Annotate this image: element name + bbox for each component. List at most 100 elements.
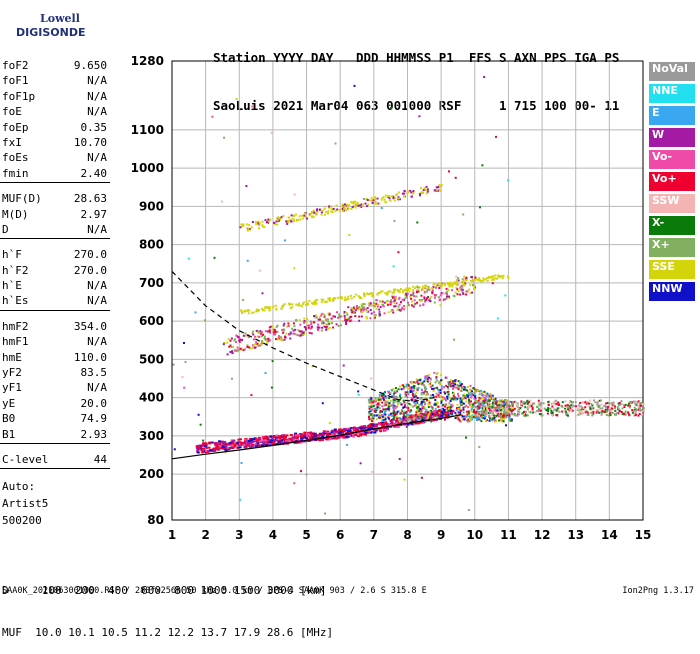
echo-point bbox=[278, 436, 282, 439]
echo-point bbox=[415, 378, 418, 381]
echo-point bbox=[500, 403, 503, 406]
echo-point bbox=[525, 414, 528, 417]
echo-point bbox=[335, 323, 338, 326]
echo-point bbox=[400, 301, 402, 304]
x-tick-label: 13 bbox=[567, 528, 584, 542]
echo-point bbox=[476, 400, 479, 403]
echo-point bbox=[426, 380, 429, 383]
echo-point bbox=[240, 443, 244, 446]
echo-point bbox=[588, 402, 590, 405]
echo-point bbox=[384, 408, 387, 411]
echo-point bbox=[448, 381, 451, 384]
param-value: N/A bbox=[87, 74, 107, 88]
echo-point bbox=[402, 385, 405, 388]
echo-point bbox=[380, 423, 384, 426]
echo-point bbox=[338, 428, 342, 431]
echo-point bbox=[633, 406, 636, 409]
echo-point bbox=[403, 406, 406, 408]
echo-point bbox=[598, 411, 601, 414]
echo-point bbox=[310, 212, 313, 215]
echo-point bbox=[570, 409, 573, 411]
echo-point bbox=[410, 422, 414, 425]
echo-point bbox=[266, 341, 269, 344]
echo-point bbox=[465, 416, 467, 419]
echo-point bbox=[383, 312, 386, 315]
echo-point bbox=[231, 444, 234, 447]
echo-point bbox=[400, 403, 403, 406]
echo-point bbox=[370, 312, 373, 315]
echo-point bbox=[270, 386, 273, 389]
echo-point bbox=[462, 386, 465, 389]
echo-point bbox=[430, 405, 433, 408]
echo-point bbox=[385, 409, 388, 412]
echo-point bbox=[489, 403, 492, 406]
y-tick-label: 400 bbox=[139, 391, 164, 405]
echo-point bbox=[452, 394, 455, 397]
echo-point bbox=[339, 296, 342, 299]
echo-point bbox=[378, 404, 381, 407]
echo-point bbox=[339, 430, 343, 433]
echo-point bbox=[298, 302, 300, 305]
echo-point bbox=[210, 441, 214, 444]
echo-point bbox=[393, 219, 396, 222]
echo-point bbox=[240, 309, 243, 312]
param-value: 9.650 bbox=[73, 59, 107, 72]
echo-point bbox=[575, 405, 578, 408]
echo-point bbox=[244, 309, 247, 312]
echo-point bbox=[295, 319, 298, 322]
echo-point bbox=[450, 412, 453, 415]
echo-point bbox=[416, 406, 418, 409]
echo-point bbox=[392, 195, 395, 198]
echo-point bbox=[586, 411, 589, 414]
echo-point bbox=[426, 375, 429, 377]
echo-point bbox=[477, 410, 480, 413]
echo-point bbox=[306, 217, 308, 220]
echo-point bbox=[424, 416, 428, 419]
x-tick-label: 10 bbox=[466, 528, 483, 542]
echo-point bbox=[395, 387, 397, 390]
echo-point bbox=[272, 305, 275, 308]
echo-point bbox=[271, 443, 275, 446]
echo-point bbox=[384, 395, 387, 398]
echo-point bbox=[387, 423, 391, 426]
echo-point bbox=[490, 407, 492, 410]
echo-point bbox=[419, 415, 423, 418]
echo-point bbox=[542, 402, 545, 405]
echo-point bbox=[475, 415, 478, 418]
echo-point bbox=[520, 400, 523, 403]
echo-point bbox=[434, 293, 437, 296]
echo-point bbox=[271, 441, 275, 444]
echo-point bbox=[388, 409, 391, 412]
echo-point bbox=[492, 407, 495, 410]
echo-point bbox=[345, 203, 348, 206]
echo-point bbox=[427, 188, 429, 191]
echo-point bbox=[244, 332, 247, 335]
echo-point bbox=[360, 297, 363, 300]
echo-point bbox=[343, 315, 346, 318]
echo-point bbox=[421, 191, 423, 194]
echo-point bbox=[405, 406, 408, 409]
echo-point bbox=[287, 216, 290, 219]
echo-point bbox=[385, 301, 388, 304]
echo-point bbox=[338, 209, 341, 212]
echo-point bbox=[280, 306, 283, 309]
echo-point bbox=[482, 391, 485, 394]
echo-point bbox=[324, 512, 326, 515]
echo-point bbox=[259, 343, 262, 345]
echo-point bbox=[229, 344, 232, 347]
echo-point bbox=[348, 234, 351, 236]
echo-point bbox=[434, 407, 437, 410]
echo-point bbox=[323, 208, 326, 211]
echo-point bbox=[483, 415, 486, 418]
echo-point bbox=[369, 302, 372, 305]
echo-point bbox=[586, 401, 589, 404]
echo-point bbox=[356, 432, 360, 435]
param-name: foF2 bbox=[2, 59, 29, 72]
echo-point bbox=[563, 409, 566, 412]
echo-point bbox=[481, 409, 484, 412]
echo-point bbox=[369, 431, 373, 434]
echo-point bbox=[417, 405, 420, 408]
echo-point bbox=[455, 398, 458, 401]
echo-point bbox=[478, 277, 481, 280]
param-row: h`Es N/A bbox=[0, 293, 110, 308]
